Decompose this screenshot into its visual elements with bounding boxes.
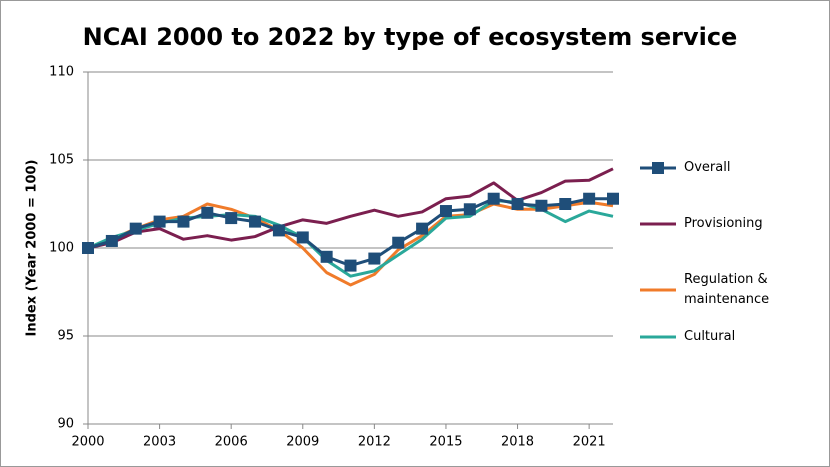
series-marker <box>272 224 285 237</box>
series-marker <box>249 215 262 228</box>
x-tick-label: 2018 <box>501 435 534 450</box>
series-marker <box>416 222 429 235</box>
legend-label: Provisioning <box>684 216 763 231</box>
legend-label: Regulation & maintenance <box>684 272 770 307</box>
series-marker <box>177 215 190 228</box>
legend-label: Overall <box>684 160 731 175</box>
x-tick-label: 2003 <box>143 435 176 450</box>
series-marker <box>201 206 214 219</box>
x-tick-label: 2006 <box>215 435 248 450</box>
legend-label: Cultural <box>684 329 736 344</box>
series-marker <box>296 231 309 244</box>
series-marker <box>344 259 357 272</box>
series-marker <box>225 212 238 225</box>
x-tick-label: 2009 <box>286 435 319 450</box>
x-tick-label: 2012 <box>358 435 391 450</box>
x-tick-label: 2015 <box>429 435 462 450</box>
y-tick-label: 100 <box>49 241 74 256</box>
y-tick-label: 90 <box>57 417 74 432</box>
legend-swatch <box>640 288 676 292</box>
series-marker <box>607 192 619 205</box>
series-marker <box>463 203 476 216</box>
legend-swatch <box>640 162 676 174</box>
chart-title: NCAI 2000 to 2022 by type of ecosystem s… <box>83 23 738 51</box>
series-marker <box>392 236 405 249</box>
series-marker <box>129 222 142 235</box>
legend-item: Overall <box>638 148 828 188</box>
series-line <box>87 200 614 287</box>
y-tick-label: 105 <box>49 153 74 168</box>
y-axis-label: Index (Year 2000 = 100) <box>25 159 40 336</box>
x-tick-label: 2021 <box>573 435 606 450</box>
series-marker <box>559 198 572 210</box>
legend-swatch <box>640 222 676 226</box>
series-marker <box>153 215 166 228</box>
x-tick-label: 2000 <box>71 435 104 450</box>
series-marker <box>511 198 524 210</box>
series-marker <box>368 252 381 265</box>
y-tick-label: 95 <box>57 329 74 344</box>
y-tick-label: 110 <box>49 65 74 80</box>
legend-item: Cultural <box>638 317 828 357</box>
series-marker <box>439 205 452 218</box>
series-marker <box>535 199 548 212</box>
legend-item: Regulation & maintenance <box>638 270 828 310</box>
legend-item: Provisioning <box>638 204 828 244</box>
series-marker <box>105 234 118 247</box>
legend-swatch <box>640 335 676 339</box>
series-marker <box>320 250 333 263</box>
series-line <box>87 167 614 250</box>
series-marker <box>82 242 94 254</box>
series-marker <box>487 192 500 205</box>
series-marker <box>583 192 596 205</box>
legend-marker <box>652 162 664 174</box>
